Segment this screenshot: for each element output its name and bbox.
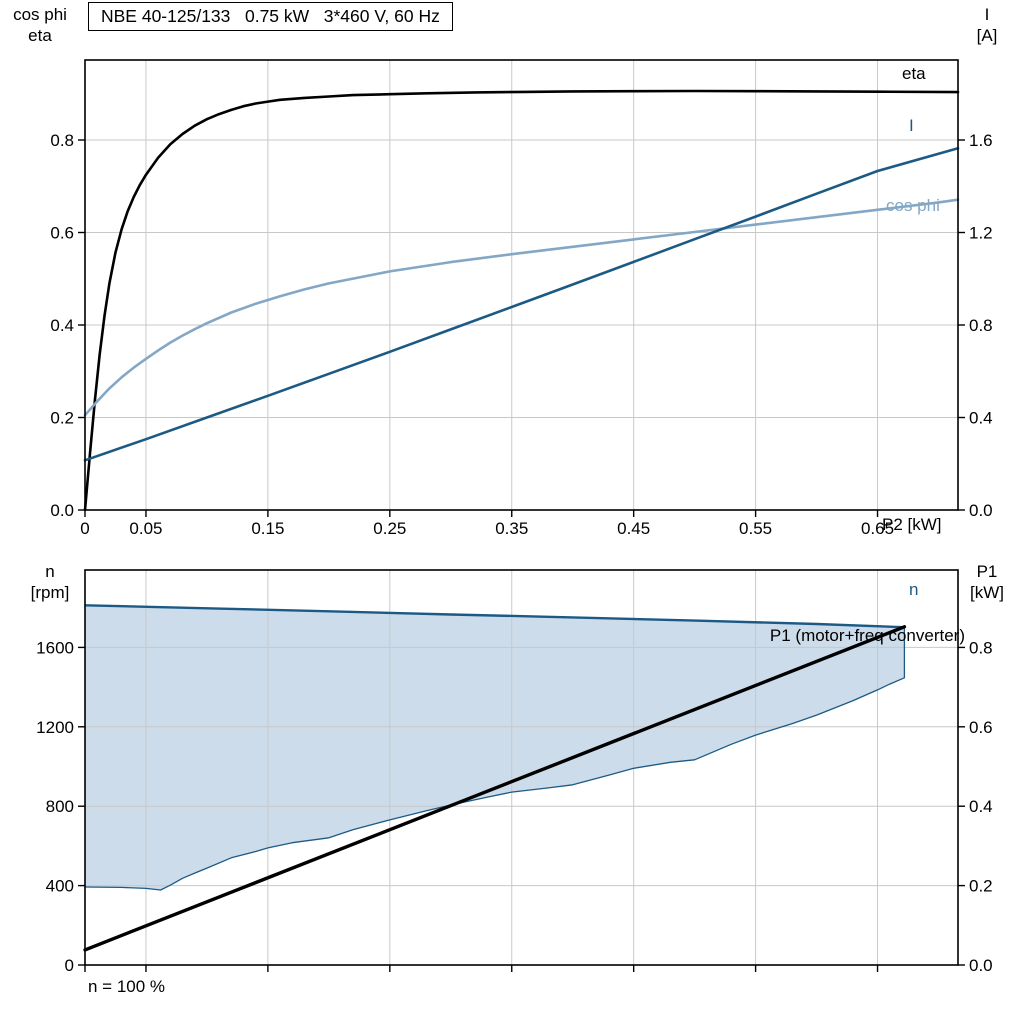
speed-footnote: n = 100 % xyxy=(88,977,166,996)
svg-text:1600: 1600 xyxy=(36,638,74,657)
top-left-axis-title-line2: eta xyxy=(28,26,52,45)
svg-text:0.6: 0.6 xyxy=(969,718,993,737)
svg-text:0.35: 0.35 xyxy=(495,519,528,538)
svg-text:0.25: 0.25 xyxy=(373,519,406,538)
eta-curve xyxy=(83,89,960,512)
speed-range-band xyxy=(85,605,905,890)
bottom-left-axis-title-line2: [rpm] xyxy=(30,583,70,602)
plot-frame xyxy=(84,59,959,511)
n-max-curve xyxy=(84,604,905,629)
svg-text:800: 800 xyxy=(46,797,74,816)
tick-labels: 0 400 800 1200 1600 0.0 0.2 0.4 0.6 0.8 xyxy=(36,638,992,975)
top-left-axis-title: cos phi eta xyxy=(6,4,74,46)
I-curve xyxy=(83,147,960,462)
bottom-right-axis-title: P1 [kW] xyxy=(958,561,1016,603)
svg-text:0: 0 xyxy=(65,956,74,975)
tick-labels: 0 0.05 0.15 0.25 0.35 0.45 0.55 0.65 0.0 0.2 0.4 0.… xyxy=(50,131,992,538)
cos_phi-curve xyxy=(83,198,960,417)
eta-curve-label: eta xyxy=(902,64,926,83)
svg-text:0.2: 0.2 xyxy=(50,409,74,428)
svg-text:0.0: 0.0 xyxy=(969,501,993,520)
svg-text:1200: 1200 xyxy=(36,718,74,737)
svg-text:400: 400 xyxy=(46,877,74,896)
svg-text:0: 0 xyxy=(80,519,89,538)
speed-power-plot: 0 400 800 1200 1600 0.0 0.2 0.4 0.6 0.8 xyxy=(36,569,993,975)
axis-ticks xyxy=(78,139,965,517)
svg-text:0.8: 0.8 xyxy=(50,131,74,150)
svg-text:0.05: 0.05 xyxy=(129,519,162,538)
current-curve-label: I xyxy=(909,116,914,135)
cos-phi-curve-label: cos phi xyxy=(886,196,940,215)
n-curve-label: n xyxy=(909,580,919,599)
axis-ticks xyxy=(78,646,965,972)
bottom-right-axis-title-line2: [kW] xyxy=(970,583,1004,602)
svg-text:0.4: 0.4 xyxy=(969,797,993,816)
svg-text:0.0: 0.0 xyxy=(50,501,74,520)
motor-curves-plot: 0 0.05 0.15 0.25 0.35 0.45 0.55 0.65 0.0 0.2 0.4 0.… xyxy=(50,59,993,538)
svg-text:0.45: 0.45 xyxy=(617,519,650,538)
svg-text:0.8: 0.8 xyxy=(969,638,993,657)
svg-text:0.2: 0.2 xyxy=(969,877,993,896)
bottom-right-axis-title-line1: P1 xyxy=(976,562,998,581)
plot-frame xyxy=(84,569,959,966)
svg-text:0.6: 0.6 xyxy=(50,224,74,243)
chart-title: NBE 40-125/133 0.75 kW 3*460 V, 60 Hz xyxy=(88,2,453,31)
top-left-axis-title-line1: cos phi xyxy=(13,5,67,24)
x-axis-label: P2 [kW] xyxy=(882,515,942,534)
top-right-axis-title-line2: [A] xyxy=(976,26,998,45)
bottom-left-axis-title: n [rpm] xyxy=(18,561,82,603)
gridlines xyxy=(85,60,958,510)
P1-curve xyxy=(83,625,907,952)
n-min-curve xyxy=(84,627,906,891)
top-right-axis-title: I [A] xyxy=(958,4,1016,46)
top-right-axis-title-line1: I xyxy=(984,5,990,24)
svg-text:0.4: 0.4 xyxy=(50,316,74,335)
svg-text:0.0: 0.0 xyxy=(969,956,993,975)
bottom-left-axis-title-line1: n xyxy=(45,562,55,581)
p1-curve-label: P1 (motor+freq converter) xyxy=(769,626,965,645)
svg-text:1.6: 1.6 xyxy=(969,131,993,150)
svg-text:0.65: 0.65 xyxy=(861,519,894,538)
svg-text:1.2: 1.2 xyxy=(969,224,993,243)
svg-text:0.8: 0.8 xyxy=(969,316,993,335)
svg-text:0.15: 0.15 xyxy=(251,519,284,538)
svg-text:0.4: 0.4 xyxy=(969,409,993,428)
svg-text:0.55: 0.55 xyxy=(739,519,772,538)
